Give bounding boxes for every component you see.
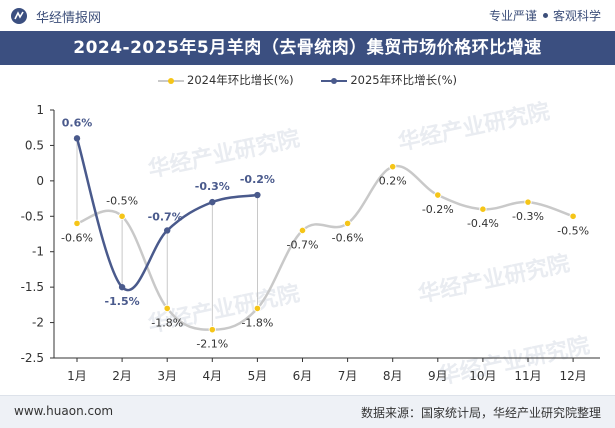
- y-tick-label: -1.5: [21, 280, 44, 294]
- chart-legend: 2024年环比增长(%) 2025年环比增长(%): [0, 72, 615, 92]
- data-label-2024: -0.6%: [332, 231, 364, 244]
- point-2024: [479, 205, 487, 213]
- x-tick-label: 3月: [157, 369, 177, 383]
- y-tick-label: 0: [36, 174, 44, 188]
- point-2024: [389, 163, 397, 171]
- data-label-2025: -0.2%: [240, 173, 275, 186]
- point-2024: [569, 212, 577, 220]
- data-label-2024: -0.3%: [512, 210, 544, 223]
- point-2025: [118, 283, 126, 291]
- footer-bar: www.huaon.com 数据来源：国家统计局，华经产业研究院整理: [0, 395, 615, 428]
- data-label-2024: -1.8%: [241, 316, 273, 329]
- data-label-2024: -0.6%: [61, 231, 93, 244]
- point-2024: [73, 219, 81, 227]
- point-2025: [73, 135, 81, 142]
- legend-marker-2025-icon: [321, 77, 348, 84]
- point-2025: [164, 227, 171, 234]
- data-label-2024: -0.4%: [467, 217, 499, 230]
- x-tick-label: 4月: [202, 369, 222, 383]
- data-label-2024: -2.1%: [196, 338, 228, 351]
- x-tick-label: 12月: [559, 369, 586, 383]
- y-tick-label: -0.5: [21, 209, 44, 223]
- footer-source: 数据来源：国家统计局，华经产业研究院整理: [360, 406, 601, 420]
- x-tick-label: 1月: [67, 369, 87, 383]
- legend-label-2024: 2024年环比增长(%): [187, 73, 294, 87]
- x-tick-label: 8月: [383, 369, 403, 383]
- data-label-2025: -1.5%: [105, 295, 140, 308]
- y-tick-label: 0.5: [25, 138, 44, 152]
- x-tick-label: 2月: [112, 369, 132, 383]
- watermark-text: 华经产业研究院: [396, 98, 552, 155]
- line-chart: 华经产业研究院华经产业研究院华经产业研究院华经产业研究院华经产业研究院10.50…: [21, 98, 600, 390]
- tagline-2: 客观科学: [552, 9, 601, 23]
- x-tick-label: 11月: [514, 369, 541, 383]
- point-2024: [253, 304, 261, 312]
- data-label-2025: 0.6%: [62, 116, 93, 129]
- tagline: 专业严谨 客观科学: [489, 7, 601, 24]
- y-tick-label: 1: [36, 103, 44, 117]
- series-2024-line: [76, 164, 574, 331]
- y-tick-label: -2.5: [21, 351, 44, 365]
- data-label-2024: 0.2%: [379, 175, 407, 188]
- data-label-2025: -0.3%: [195, 180, 230, 193]
- point-2024: [524, 198, 532, 206]
- data-label-2024: -0.5%: [106, 194, 138, 207]
- point-2024: [298, 226, 307, 235]
- brand-name: 华经情报网: [36, 11, 102, 26]
- data-label-2024: -0.5%: [557, 224, 589, 237]
- watermark-text: 华经产业研究院: [416, 250, 572, 307]
- chart-title: 2024-2025年5月羊肉（去骨统肉）集贸市场价格环比增速: [0, 31, 615, 65]
- legend-marker-2024-icon: [158, 77, 184, 84]
- data-label-2024: -1.8%: [151, 316, 183, 329]
- point-2024: [208, 326, 216, 334]
- data-label-2025: -0.7%: [148, 210, 183, 223]
- point-2024: [343, 219, 352, 227]
- legend-label-2025: 2025年环比增长(%): [350, 73, 457, 87]
- top-bar: 华经情报网 专业严谨 客观科学: [0, 0, 615, 32]
- point-2024: [163, 304, 171, 312]
- x-tick-label: 7月: [338, 369, 358, 383]
- huajing-logo-icon: [11, 8, 27, 24]
- point-2024: [118, 212, 126, 220]
- footer-website: www.huaon.com: [14, 404, 114, 418]
- series-2025-line: [75, 137, 258, 292]
- legend-item-2024: 2024年环比增长(%): [158, 72, 294, 88]
- point-2024: [434, 191, 442, 199]
- data-label-2024: -0.7%: [287, 238, 319, 251]
- data-label-2024: -0.2%: [422, 203, 454, 216]
- x-tick-label: 10月: [469, 369, 496, 383]
- x-tick-label: 6月: [293, 369, 313, 383]
- point-2025: [254, 191, 261, 199]
- tagline-1: 专业严谨: [488, 9, 537, 23]
- watermark-text: 华经产业研究院: [146, 125, 302, 182]
- x-tick-label: 9月: [428, 369, 448, 383]
- legend-item-2025: 2025年环比增长(%): [321, 72, 457, 88]
- y-tick-label: -2: [32, 316, 44, 330]
- y-tick-label: -1: [32, 245, 44, 259]
- x-tick-label: 5月: [248, 369, 268, 383]
- point-2025: [209, 198, 216, 206]
- dot-separator-icon: [542, 13, 548, 18]
